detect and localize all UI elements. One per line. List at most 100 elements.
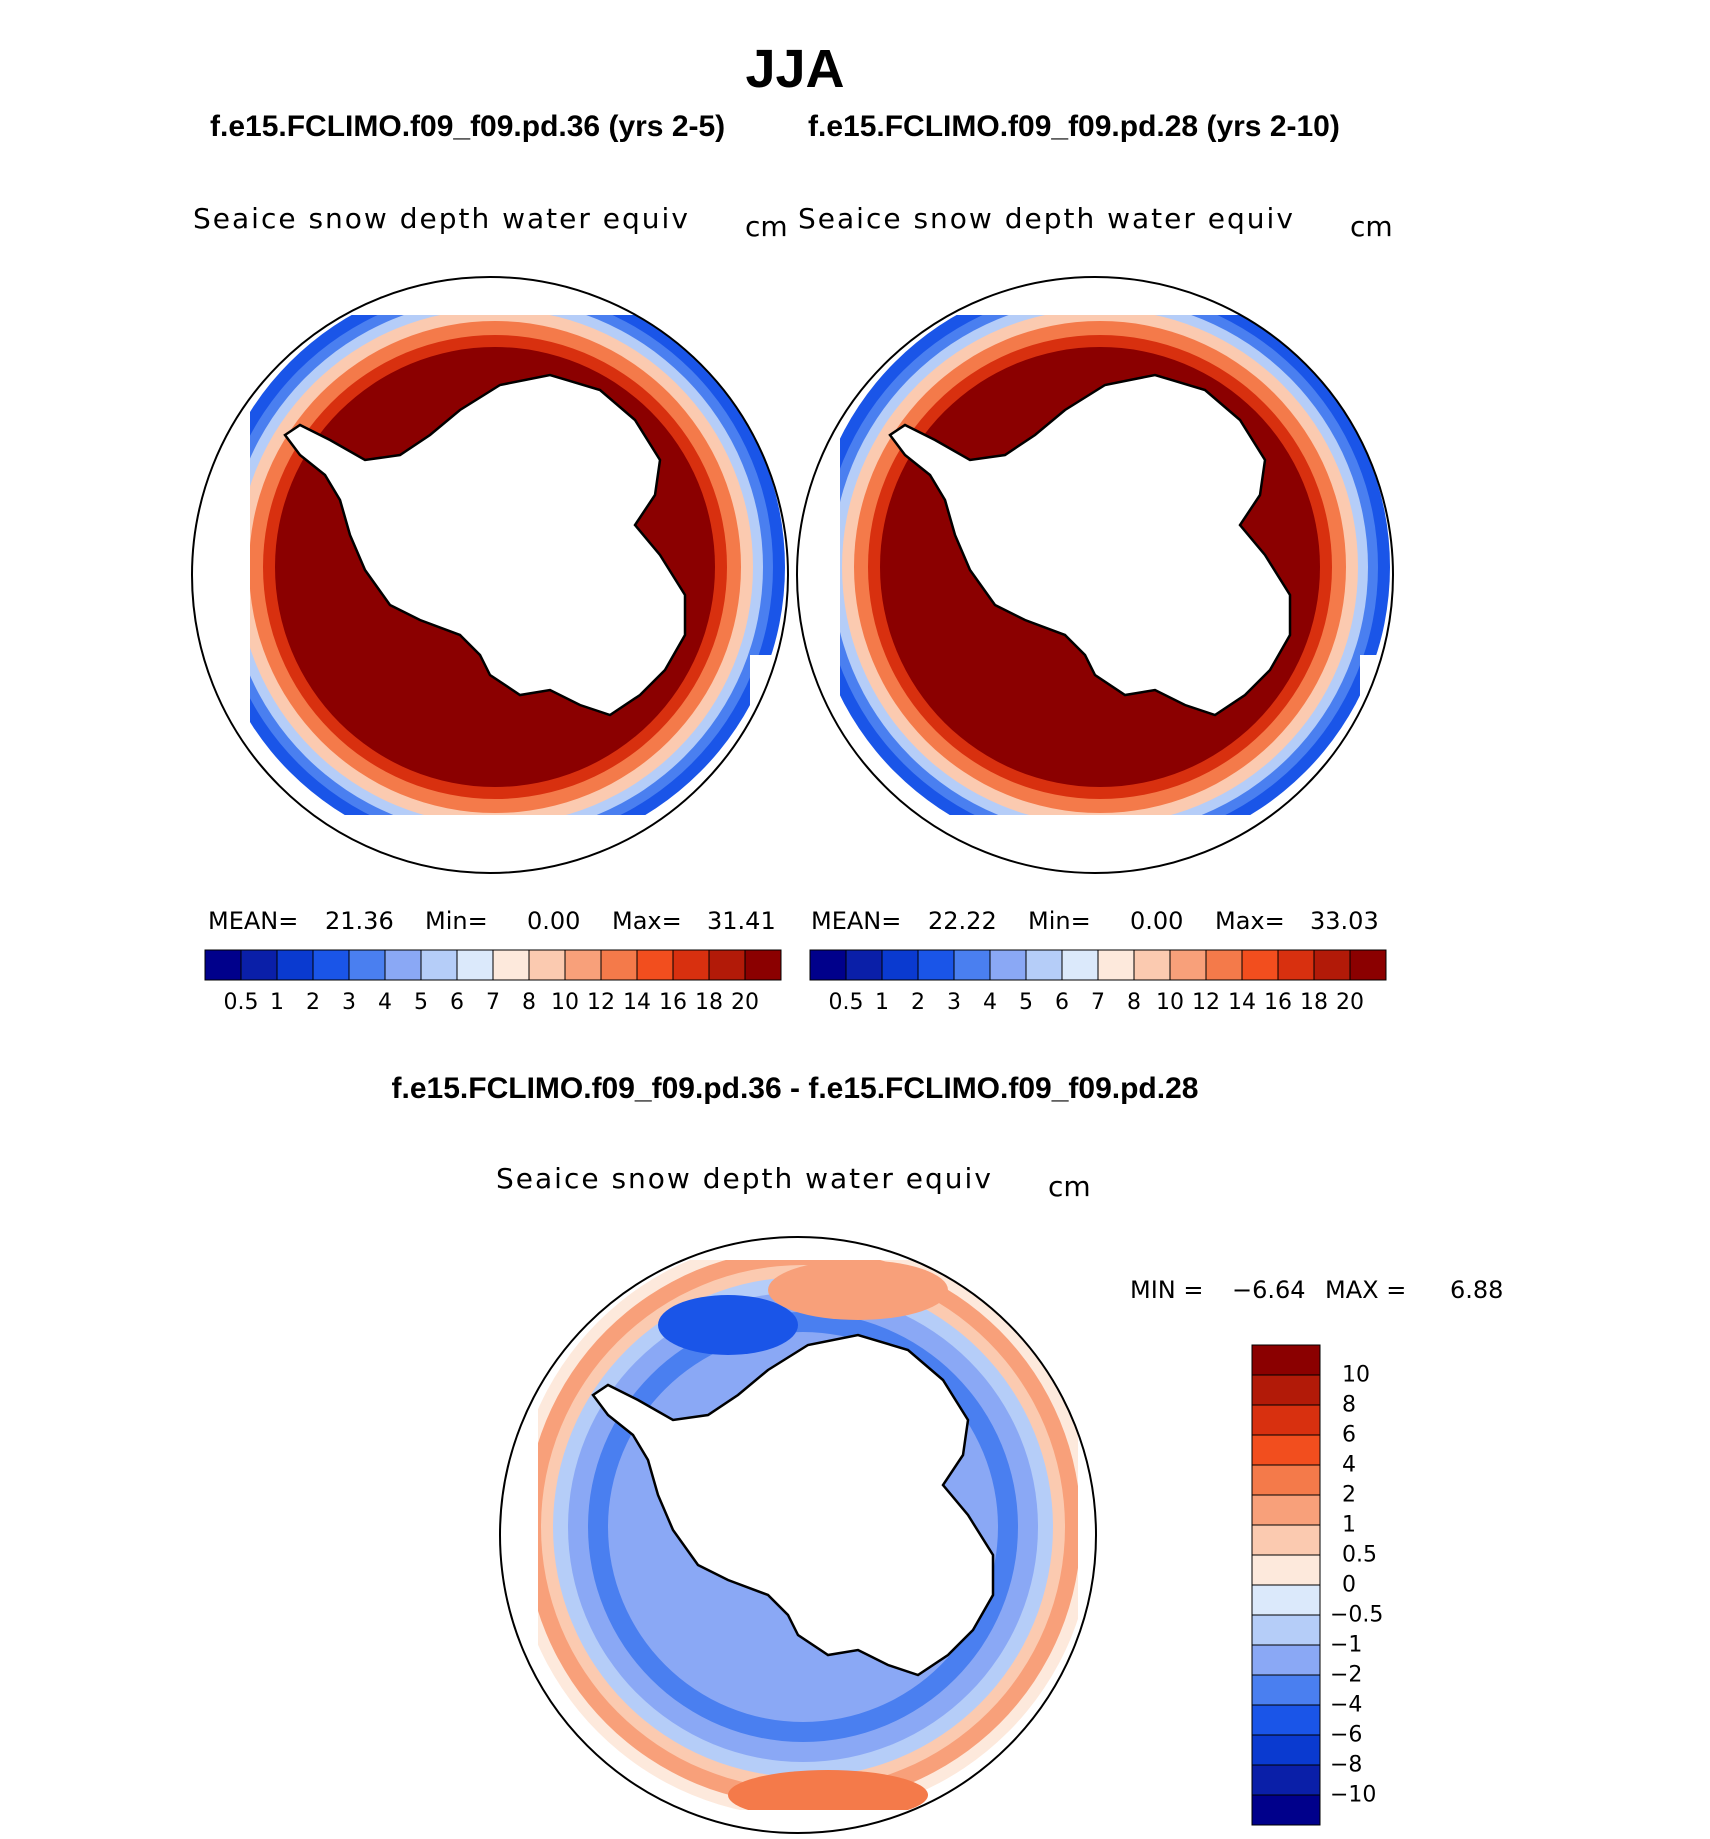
panel-2-max-value: 33.03	[1310, 907, 1379, 935]
colorbar-tick-label: 4	[378, 990, 392, 1015]
colorbar-swatch	[1133, 949, 1171, 981]
colorbar-swatch	[1205, 949, 1243, 981]
colorbar-swatch	[204, 949, 242, 981]
colorbar-tick-label: −2	[1330, 1662, 1363, 1688]
colorbar-tick-label: 18	[695, 990, 723, 1015]
colorbar-swatch	[953, 949, 991, 981]
panel-2-case-title: f.e15.FCLIMO.f09_f09.pd.28 (yrs 2-10)	[808, 110, 1340, 143]
colorbar-swatch	[312, 949, 350, 981]
panel-1-mean-label: MEAN=	[208, 907, 299, 935]
panel-2-sea-ice-field	[797, 277, 1393, 873]
colorbar-swatch	[1251, 1494, 1321, 1526]
colorbar-tick-label: −1	[1330, 1632, 1363, 1658]
main-title: JJA	[745, 39, 845, 99]
panel-1-mean-value: 21.36	[325, 907, 394, 935]
colorbar-tick-label: 12	[587, 990, 615, 1015]
colorbar-swatch	[1251, 1644, 1321, 1676]
panel-2-min-value: 0.00	[1130, 907, 1184, 935]
diff-antarctica-outline	[591, 1333, 995, 1677]
colorbar-swatch	[1251, 1794, 1321, 1826]
colorbar-tick-label: 5	[414, 990, 428, 1015]
colorbar-swatch	[1277, 949, 1315, 981]
colorbar-tick-label: 0	[1342, 1572, 1356, 1598]
colorbar-swatch	[1251, 1374, 1321, 1406]
colorbar-swatch	[348, 949, 386, 981]
diff-polar-map	[499, 1236, 1097, 1834]
panel-1-max-label: Max=	[612, 907, 682, 935]
panel-2-variable-label: Seaice snow depth water equiv	[798, 202, 1295, 235]
colorbar-tick-label: 8	[1127, 990, 1141, 1015]
colorbar-tick-label: −4	[1330, 1692, 1363, 1718]
colorbar-swatch	[600, 949, 638, 981]
colorbar-tick-label: 1	[1342, 1512, 1356, 1538]
colorbar-swatch	[636, 949, 674, 981]
panel-1-min-value: 0.00	[527, 907, 581, 935]
panel-1-colorbar-labels: 0.5 1 2 3 4 5 6 7 8 10 12 14 16 18 20	[205, 990, 781, 1020]
diff-title: f.e15.FCLIMO.f09_f09.pd.36 - f.e15.FCLIM…	[391, 1072, 1199, 1105]
colorbar-tick-label: 16	[659, 990, 687, 1015]
colorbar-swatch	[1251, 1464, 1321, 1496]
colorbar-tick-label: 10	[551, 990, 579, 1015]
diff-anomaly-field	[500, 1237, 1096, 1833]
panel-1-sea-ice-field	[192, 277, 788, 873]
panel-2-colorbar-labels: 0.5 1 2 3 4 5 6 7 8 10 12 14 16 18 20	[810, 990, 1386, 1020]
colorbar-tick-label: 16	[1264, 990, 1292, 1015]
colorbar-swatch	[672, 949, 710, 981]
colorbar-swatch	[1251, 1704, 1321, 1736]
colorbar-swatch	[456, 949, 494, 981]
panel-2-mean-value: 22.22	[928, 907, 997, 935]
colorbar-tick-label: 0.5	[1342, 1542, 1377, 1568]
colorbar-swatch	[1251, 1734, 1321, 1766]
colorbar-tick-label: 10	[1156, 990, 1184, 1015]
panel-2-colorbar	[809, 949, 1387, 981]
colorbar-tick-label: 2	[306, 990, 320, 1015]
colorbar-swatch	[240, 949, 278, 981]
colorbar-tick-label: 7	[1091, 990, 1105, 1015]
colorbar-tick-label: 0.5	[828, 990, 864, 1015]
colorbar-swatch	[1349, 949, 1387, 981]
diff-variable-label: Seaice snow depth water equiv	[496, 1162, 993, 1195]
panel-1-max-value: 31.41	[707, 907, 776, 935]
colorbar-swatch	[1061, 949, 1099, 981]
colorbar-tick-label: 8	[522, 990, 536, 1015]
colorbar-swatch	[809, 949, 847, 981]
colorbar-swatch	[276, 949, 314, 981]
diff-max-value: 6.88	[1450, 1276, 1504, 1304]
colorbar-tick-label: 20	[731, 990, 759, 1015]
colorbar-tick-label: −0.5	[1330, 1602, 1384, 1628]
colorbar-tick-label: 18	[1300, 990, 1328, 1015]
colorbar-swatch	[1251, 1524, 1321, 1556]
panel-2-min-label: Min=	[1028, 907, 1091, 935]
panel-2-antarctica-outline	[888, 373, 1292, 717]
colorbar-tick-label: 5	[1019, 990, 1033, 1015]
colorbar-tick-label: 3	[947, 990, 961, 1015]
colorbar-tick-label: 12	[1192, 990, 1220, 1015]
colorbar-tick-label: 8	[1342, 1392, 1356, 1418]
panel-1-polar-map	[191, 276, 789, 874]
diff-min-value: −6.64	[1232, 1276, 1306, 1304]
colorbar-swatch	[708, 949, 746, 981]
panel-1-case-title: f.e15.FCLIMO.f09_f09.pd.36 (yrs 2-5)	[210, 110, 726, 143]
colorbar-swatch	[384, 949, 422, 981]
colorbar-swatch	[881, 949, 919, 981]
colorbar-tick-label: −8	[1330, 1752, 1363, 1778]
colorbar-tick-label: 4	[1342, 1452, 1356, 1478]
panel-2-max-label: Max=	[1215, 907, 1285, 935]
colorbar-tick-label: 10	[1342, 1362, 1370, 1388]
colorbar-swatch	[1251, 1434, 1321, 1466]
diff-min-label: MIN =	[1130, 1276, 1204, 1304]
colorbar-tick-label: 6	[450, 990, 464, 1015]
colorbar-tick-label: 3	[342, 990, 356, 1015]
colorbar-tick-label: 6	[1342, 1422, 1356, 1448]
colorbar-swatch	[1251, 1764, 1321, 1796]
colorbar-tick-label: 4	[983, 990, 997, 1015]
colorbar-swatch	[1251, 1584, 1321, 1616]
colorbar-swatch	[492, 949, 530, 981]
panel-1-unit-label: cm	[745, 210, 788, 243]
panel-1-variable-label: Seaice snow depth water equiv	[193, 202, 690, 235]
colorbar-tick-label: 1	[270, 990, 284, 1015]
colorbar-swatch	[1097, 949, 1135, 981]
colorbar-tick-label: −6	[1330, 1722, 1363, 1748]
colorbar-swatch	[420, 949, 458, 981]
diff-max-label: MAX =	[1325, 1276, 1407, 1304]
